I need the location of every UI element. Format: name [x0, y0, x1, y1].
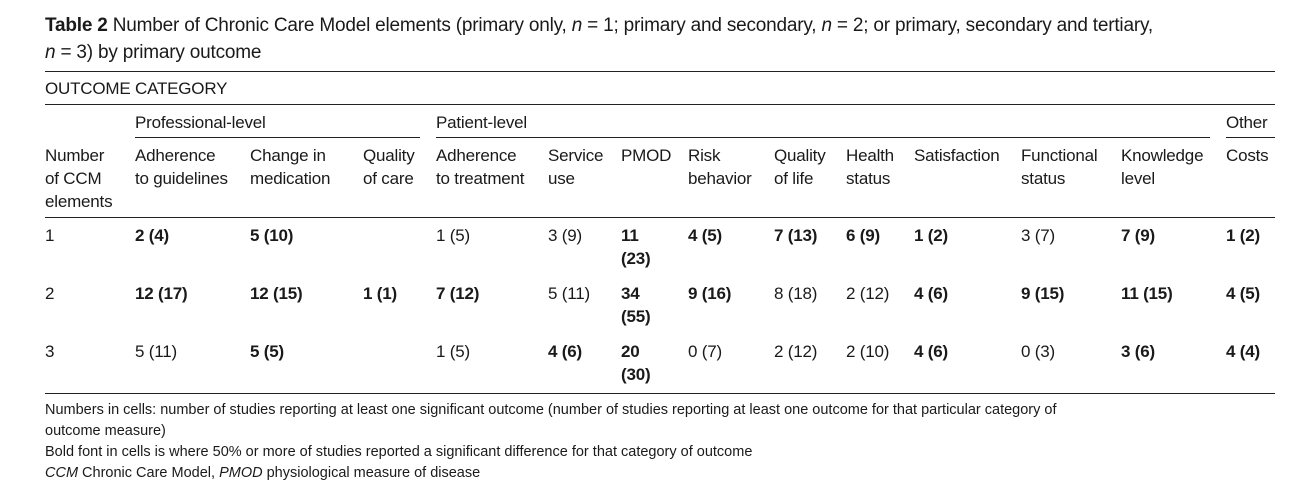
column-header: Service: [548, 146, 604, 165]
column-header: Functional: [1021, 146, 1098, 165]
column-header: Costs: [1226, 146, 1269, 165]
abbr-ccm: CCM: [45, 465, 79, 481]
table-cell: 20: [621, 342, 640, 361]
table-top-rule: [45, 71, 1275, 72]
table-cell: 7 (9): [1121, 226, 1155, 245]
table-cell: 9 (16): [688, 284, 732, 303]
caption-text-c: = 2; or primary, secondary and tertiary,: [831, 15, 1153, 36]
table-cell: (30): [621, 365, 651, 384]
table-cell: 2 (12): [774, 342, 818, 361]
abbr-ccm-text: Chronic Care Model,: [78, 465, 220, 481]
abbr-pmod: PMOD: [219, 465, 263, 481]
table-cell: 5 (5): [250, 342, 284, 361]
table-cell: 12 (15): [250, 284, 303, 303]
column-header: Health: [846, 146, 894, 165]
row-header-label: of CCM: [45, 169, 102, 188]
patient-group-rule: [436, 137, 1210, 138]
row-label: 1: [45, 226, 55, 245]
column-header: Quality: [774, 146, 826, 165]
column-header: status: [846, 169, 891, 188]
outcome-category-rule: [45, 104, 1275, 105]
column-header: status: [1021, 169, 1066, 188]
table-cell: 0 (3): [1021, 342, 1055, 361]
professional-group-rule: [135, 137, 420, 138]
table-cell: 2 (10): [846, 342, 890, 361]
column-header: of care: [363, 169, 414, 188]
column-header: PMOD: [621, 146, 672, 165]
column-header: Adherence: [135, 146, 216, 165]
footnote-numbers: Numbers in cells: number of studies repo…: [45, 400, 1057, 442]
table-cell: 4 (4): [1226, 342, 1260, 361]
caption-text-a: Number of Chronic Care Model elements (p…: [107, 15, 572, 36]
table-cell: 1 (1): [363, 284, 397, 303]
caption-text-b: = 1; primary and secondary,: [582, 15, 822, 36]
table-cell: (23): [621, 249, 651, 268]
table-cell: 9 (15): [1021, 284, 1065, 303]
table-cell: 4 (6): [914, 342, 948, 361]
table-cell: 5 (10): [250, 226, 294, 245]
table-cell: 5 (11): [135, 342, 177, 361]
table-cell: 7 (13): [774, 226, 818, 245]
footnote-abbreviations: CCM Chronic Care Model, PMOD physiologic…: [45, 463, 480, 484]
column-header: Adherence: [436, 146, 517, 165]
row-header-label: Number: [45, 146, 105, 165]
table-cell: 4 (6): [914, 284, 948, 303]
column-header: use: [548, 169, 575, 188]
table-cell: (55): [621, 307, 651, 326]
row-label: 3: [45, 342, 55, 361]
table-cell: 34: [621, 284, 640, 303]
table-cell: 5 (11): [548, 284, 590, 303]
table-cell: 1 (5): [436, 226, 470, 245]
table-cell: 1 (2): [914, 226, 948, 245]
row-header-label: elements: [45, 192, 113, 211]
column-header: level: [1121, 169, 1155, 188]
column-header: behavior: [688, 169, 752, 188]
table-cell: 7 (12): [436, 284, 480, 303]
table-cell: 2 (4): [135, 226, 169, 245]
table-cell: 11 (15): [1121, 284, 1173, 303]
column-header: Satisfaction: [914, 146, 1000, 165]
table-cell: 6 (9): [846, 226, 880, 245]
table-cell: 8 (18): [774, 284, 818, 303]
column-header: of life: [774, 169, 814, 188]
column-header: to treatment: [436, 169, 525, 188]
column-header: Quality: [363, 146, 415, 165]
column-header: to guidelines: [135, 169, 228, 188]
column-header: Knowledge: [1121, 146, 1204, 165]
caption-text-d: = 3) by primary outcome: [55, 42, 262, 63]
table-cell: 2 (12): [846, 284, 890, 303]
table-cell: 3 (9): [548, 226, 582, 245]
table-cell: 4 (6): [548, 342, 582, 361]
table-caption: Table 2 Number of Chronic Care Model ele…: [45, 12, 1275, 66]
caption-n3: n: [45, 42, 56, 63]
outcome-category-header: OUTCOME CATEGORY: [45, 79, 228, 98]
table-cell: 4 (5): [1226, 284, 1260, 303]
row-label: 2: [45, 284, 55, 303]
table-cell: 0 (7): [688, 342, 722, 361]
caption-n2: n: [821, 15, 832, 36]
table-bottom-rule: [45, 393, 1275, 394]
other-group-rule: [1226, 137, 1275, 138]
footnote-bold: Bold font in cells is where 50% or more …: [45, 444, 753, 460]
table-cell: 1 (2): [1226, 226, 1260, 245]
table-cell: 3 (7): [1021, 226, 1055, 245]
caption-n1: n: [571, 15, 583, 36]
group-patient-level: Patient-level: [436, 113, 527, 132]
table-cell: 11: [621, 226, 639, 245]
footnote-line-1: Numbers in cells: number of studies repo…: [45, 402, 1057, 418]
header-bottom-rule: [45, 217, 1275, 218]
column-header: medication: [250, 169, 331, 188]
caption-label: Table 2: [45, 15, 108, 36]
table-cell: 3 (6): [1121, 342, 1155, 361]
group-other: Other: [1226, 113, 1268, 132]
abbr-pmod-text: physiological measure of disease: [262, 465, 481, 481]
group-professional-level: Professional-level: [135, 113, 266, 132]
table-cell: 12 (17): [135, 284, 188, 303]
table-cell: 1 (5): [436, 342, 470, 361]
table-cell: 4 (5): [688, 226, 722, 245]
column-header: Risk: [688, 146, 721, 165]
column-header: Change in: [250, 146, 326, 165]
footnote-line-2: outcome measure): [45, 423, 166, 439]
